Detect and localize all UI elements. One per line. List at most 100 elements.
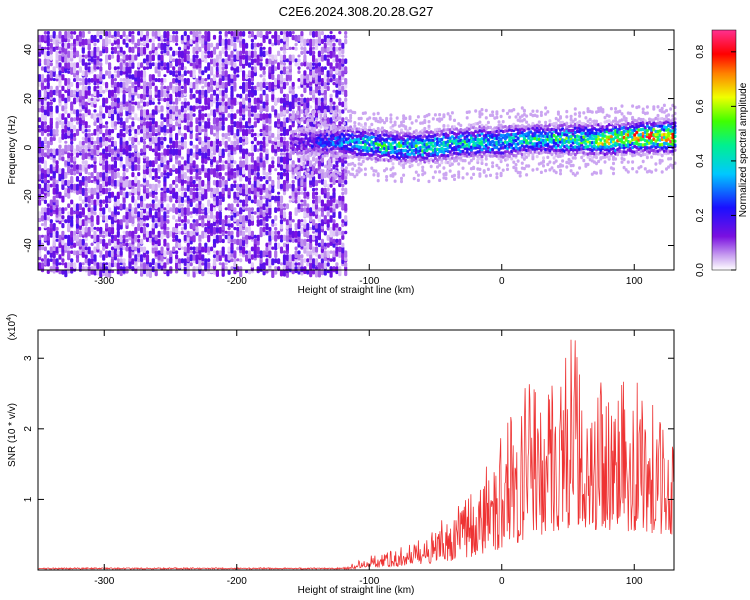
spectrogram-cell bbox=[116, 50, 120, 55]
spectrogram-cell bbox=[271, 144, 275, 153]
spectrogram-cell bbox=[81, 140, 85, 146]
spectrogram-cell bbox=[122, 62, 126, 66]
spectrogram-cell bbox=[102, 246, 106, 251]
spectrogram-cell bbox=[212, 187, 217, 195]
spectrogram-cell bbox=[131, 105, 135, 112]
spectrogram-cell bbox=[81, 125, 85, 132]
spectrogram-cell bbox=[90, 207, 94, 214]
spectrogram-cell bbox=[230, 31, 234, 36]
spectrogram-cell bbox=[342, 144, 346, 149]
spectrogram-cell bbox=[99, 70, 103, 77]
spectrogram-cell bbox=[70, 89, 74, 97]
spectrogram-cell bbox=[87, 152, 91, 157]
spectrogram-cell bbox=[326, 81, 330, 86]
spectrogram-cell bbox=[73, 148, 77, 155]
spectrogram-cell bbox=[58, 136, 62, 144]
spectrogram-cell bbox=[335, 160, 339, 165]
spectrogram-cell bbox=[285, 203, 289, 210]
spectrogram-cell bbox=[43, 183, 47, 192]
spectrogram-cell bbox=[49, 42, 53, 49]
spectrogram-cell bbox=[81, 54, 85, 58]
spectrogram-cell bbox=[40, 140, 45, 148]
spectrogram-cell bbox=[224, 31, 228, 37]
spectrogram-cell bbox=[256, 219, 260, 224]
spectrogram-cell bbox=[189, 246, 193, 251]
spectrogram-cell bbox=[312, 230, 316, 234]
spectrogram-cell bbox=[189, 140, 193, 146]
spectrogram-cell bbox=[344, 97, 348, 102]
spectrogram-cell bbox=[163, 66, 167, 70]
spectrogram-cell bbox=[110, 258, 115, 264]
spectrogram-cell bbox=[210, 109, 214, 116]
spectrogram-cell bbox=[75, 223, 80, 229]
spectrogram-cell bbox=[90, 148, 94, 156]
spectrogram-cell bbox=[122, 121, 126, 129]
spectrogram-cell bbox=[250, 38, 254, 43]
spectrogram-cell bbox=[84, 121, 88, 129]
spectrogram-cell bbox=[128, 128, 132, 134]
spectrogram-cell bbox=[169, 93, 173, 102]
spectrogram-cell bbox=[227, 187, 231, 195]
spectrogram-cell bbox=[374, 132, 378, 137]
spectrogram-cell bbox=[90, 78, 94, 83]
spectrogram-cell bbox=[204, 226, 208, 233]
spectrogram-cell bbox=[282, 136, 287, 141]
spectrogram-cell bbox=[288, 183, 292, 189]
spectrogram-cell bbox=[177, 70, 182, 76]
spectrogram-cell bbox=[87, 211, 91, 218]
spectrogram-cell bbox=[201, 230, 205, 239]
spectrogram-cell bbox=[353, 154, 357, 158]
spectrogram-cell bbox=[218, 121, 222, 128]
spectrogram-cell bbox=[326, 78, 330, 83]
spectrogram-cell bbox=[128, 62, 132, 67]
spectrogram-cell bbox=[75, 74, 80, 82]
spectrogram-cell bbox=[207, 215, 211, 221]
spectrogram-cell bbox=[108, 152, 112, 157]
spectrogram-cell bbox=[332, 250, 336, 258]
spectrogram-cell bbox=[288, 226, 292, 235]
spectrogram-cell bbox=[201, 140, 205, 147]
spectrogram-cell bbox=[64, 160, 68, 166]
spectrogram-cell bbox=[70, 168, 74, 176]
spectrogram-cell bbox=[96, 31, 100, 37]
spectrogram-cell bbox=[58, 144, 62, 149]
spectrogram-cell bbox=[233, 160, 237, 165]
spectrogram-cell bbox=[192, 93, 196, 99]
spectrogram-cell bbox=[227, 226, 231, 231]
spectrogram-cell bbox=[40, 156, 45, 164]
spectrogram-cell bbox=[46, 270, 50, 274]
spectrogram-cell bbox=[169, 81, 173, 89]
spectrogram-cell bbox=[116, 38, 120, 45]
spectrogram-cell bbox=[78, 101, 82, 107]
spectrogram-cell bbox=[96, 191, 100, 200]
spectrogram-cell bbox=[61, 195, 65, 203]
spectrogram-cell bbox=[151, 101, 155, 105]
spectrogram-cell bbox=[259, 176, 263, 182]
spectrogram-cell bbox=[233, 168, 237, 172]
spectrogram-cell bbox=[49, 152, 53, 157]
spectrogram-cell bbox=[43, 89, 47, 98]
spectrogram-cell bbox=[131, 136, 135, 145]
spectrogram-cell bbox=[58, 254, 62, 260]
spectrogram-cell bbox=[119, 117, 123, 123]
spectrogram-cell bbox=[87, 219, 91, 224]
spectrogram-cell bbox=[291, 150, 295, 155]
spectrogram-cell bbox=[148, 191, 152, 197]
spectrogram-cell bbox=[116, 250, 120, 255]
spectrogram-cell bbox=[341, 117, 345, 122]
spectrogram-cell bbox=[406, 129, 410, 133]
spectrogram-cell bbox=[151, 223, 155, 229]
spectrogram-cell bbox=[304, 133, 308, 138]
spectrogram-cell bbox=[247, 78, 252, 85]
spectrogram-cell bbox=[262, 66, 266, 71]
spectrogram-cell bbox=[102, 140, 106, 147]
spectrogram-cell bbox=[38, 101, 42, 109]
spectrogram-cell bbox=[341, 101, 345, 108]
spectrogram-cell bbox=[236, 121, 240, 129]
spectrogram-cell bbox=[131, 172, 135, 178]
spectrogram-cell bbox=[99, 211, 103, 218]
spectrogram-cell bbox=[233, 262, 237, 268]
spectrogram-cell bbox=[201, 164, 205, 172]
spectrogram-cell bbox=[119, 262, 123, 266]
spectrogram-cell bbox=[160, 152, 164, 156]
